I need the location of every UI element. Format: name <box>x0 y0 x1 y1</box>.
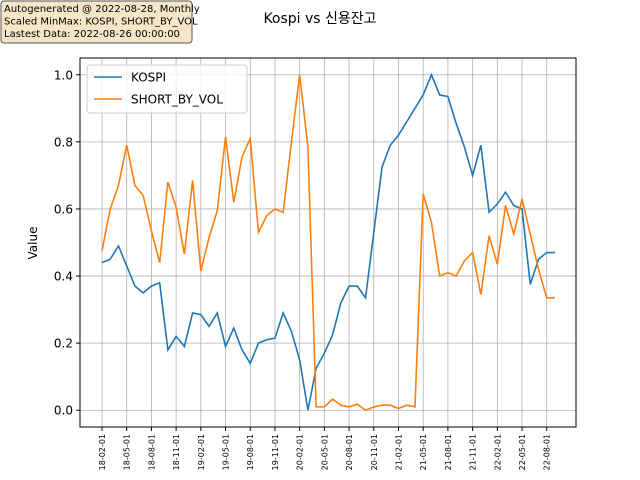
x-tick-label: 22-08-01 <box>543 434 552 470</box>
series-line <box>101 72 555 411</box>
legend-box <box>86 64 248 114</box>
series-line <box>101 74 555 412</box>
annotation: Autogenerated @ 2022-08-28, Monthly Scale… <box>0 0 200 44</box>
legend-label: SHORT_BY_VOL <box>131 93 223 107</box>
plot-frame <box>79 57 577 428</box>
x-tick-label: 19-11-01 <box>271 434 280 470</box>
y-tick-label: 0.8 <box>54 135 73 149</box>
annotation-line: Lastest Data: 2022-08-26 00:00:00 <box>4 29 180 40</box>
annotation-line: Scaled MinMax: KOSPI, SHORT_BY_VOL <box>4 17 198 28</box>
x-tick-label: 18-11-01 <box>172 434 181 470</box>
x-tick-label: 22-05-01 <box>518 434 527 470</box>
x-tick-label: 20-05-01 <box>320 434 329 470</box>
x-tick-label: 20-08-01 <box>345 434 354 470</box>
y-tick-label: 0.6 <box>54 202 73 216</box>
chart-title: Kospi vs 신용잔고 <box>263 11 376 27</box>
y-tick-label: 0.4 <box>54 270 73 284</box>
x-tick-label: 19-05-01 <box>222 434 231 470</box>
x-tick-label: 18-05-01 <box>123 434 132 470</box>
x-tick-label: 22-02-01 <box>493 434 502 470</box>
x-tick-label: 20-02-01 <box>296 434 305 470</box>
y-tick-label: 1.0 <box>54 68 73 82</box>
y-axis-label: Value <box>26 227 40 260</box>
x-tick-label: 19-02-01 <box>197 434 206 470</box>
x-tick-label: 18-08-01 <box>147 434 156 470</box>
x-tick-label: 21-08-01 <box>444 434 453 470</box>
x-tick-label: 21-11-01 <box>469 434 478 470</box>
x-tick-label: 20-11-01 <box>370 434 379 470</box>
x-tick-label: 18-02-01 <box>98 434 107 470</box>
legend: KOSPI SHORT_BY_VOL <box>86 64 248 114</box>
x-tick-label: 21-05-01 <box>419 434 428 470</box>
y-tick-label: 0.0 <box>54 404 73 418</box>
annotation-box <box>0 0 193 44</box>
x-tick-label: 19-08-01 <box>246 434 255 470</box>
y-tick-label: 0.2 <box>54 337 73 351</box>
annotation-line: Autogenerated @ 2022-08-28, Monthly <box>4 4 200 15</box>
x-tick-label: 21-02-01 <box>394 434 403 470</box>
legend-label: KOSPI <box>131 71 166 85</box>
